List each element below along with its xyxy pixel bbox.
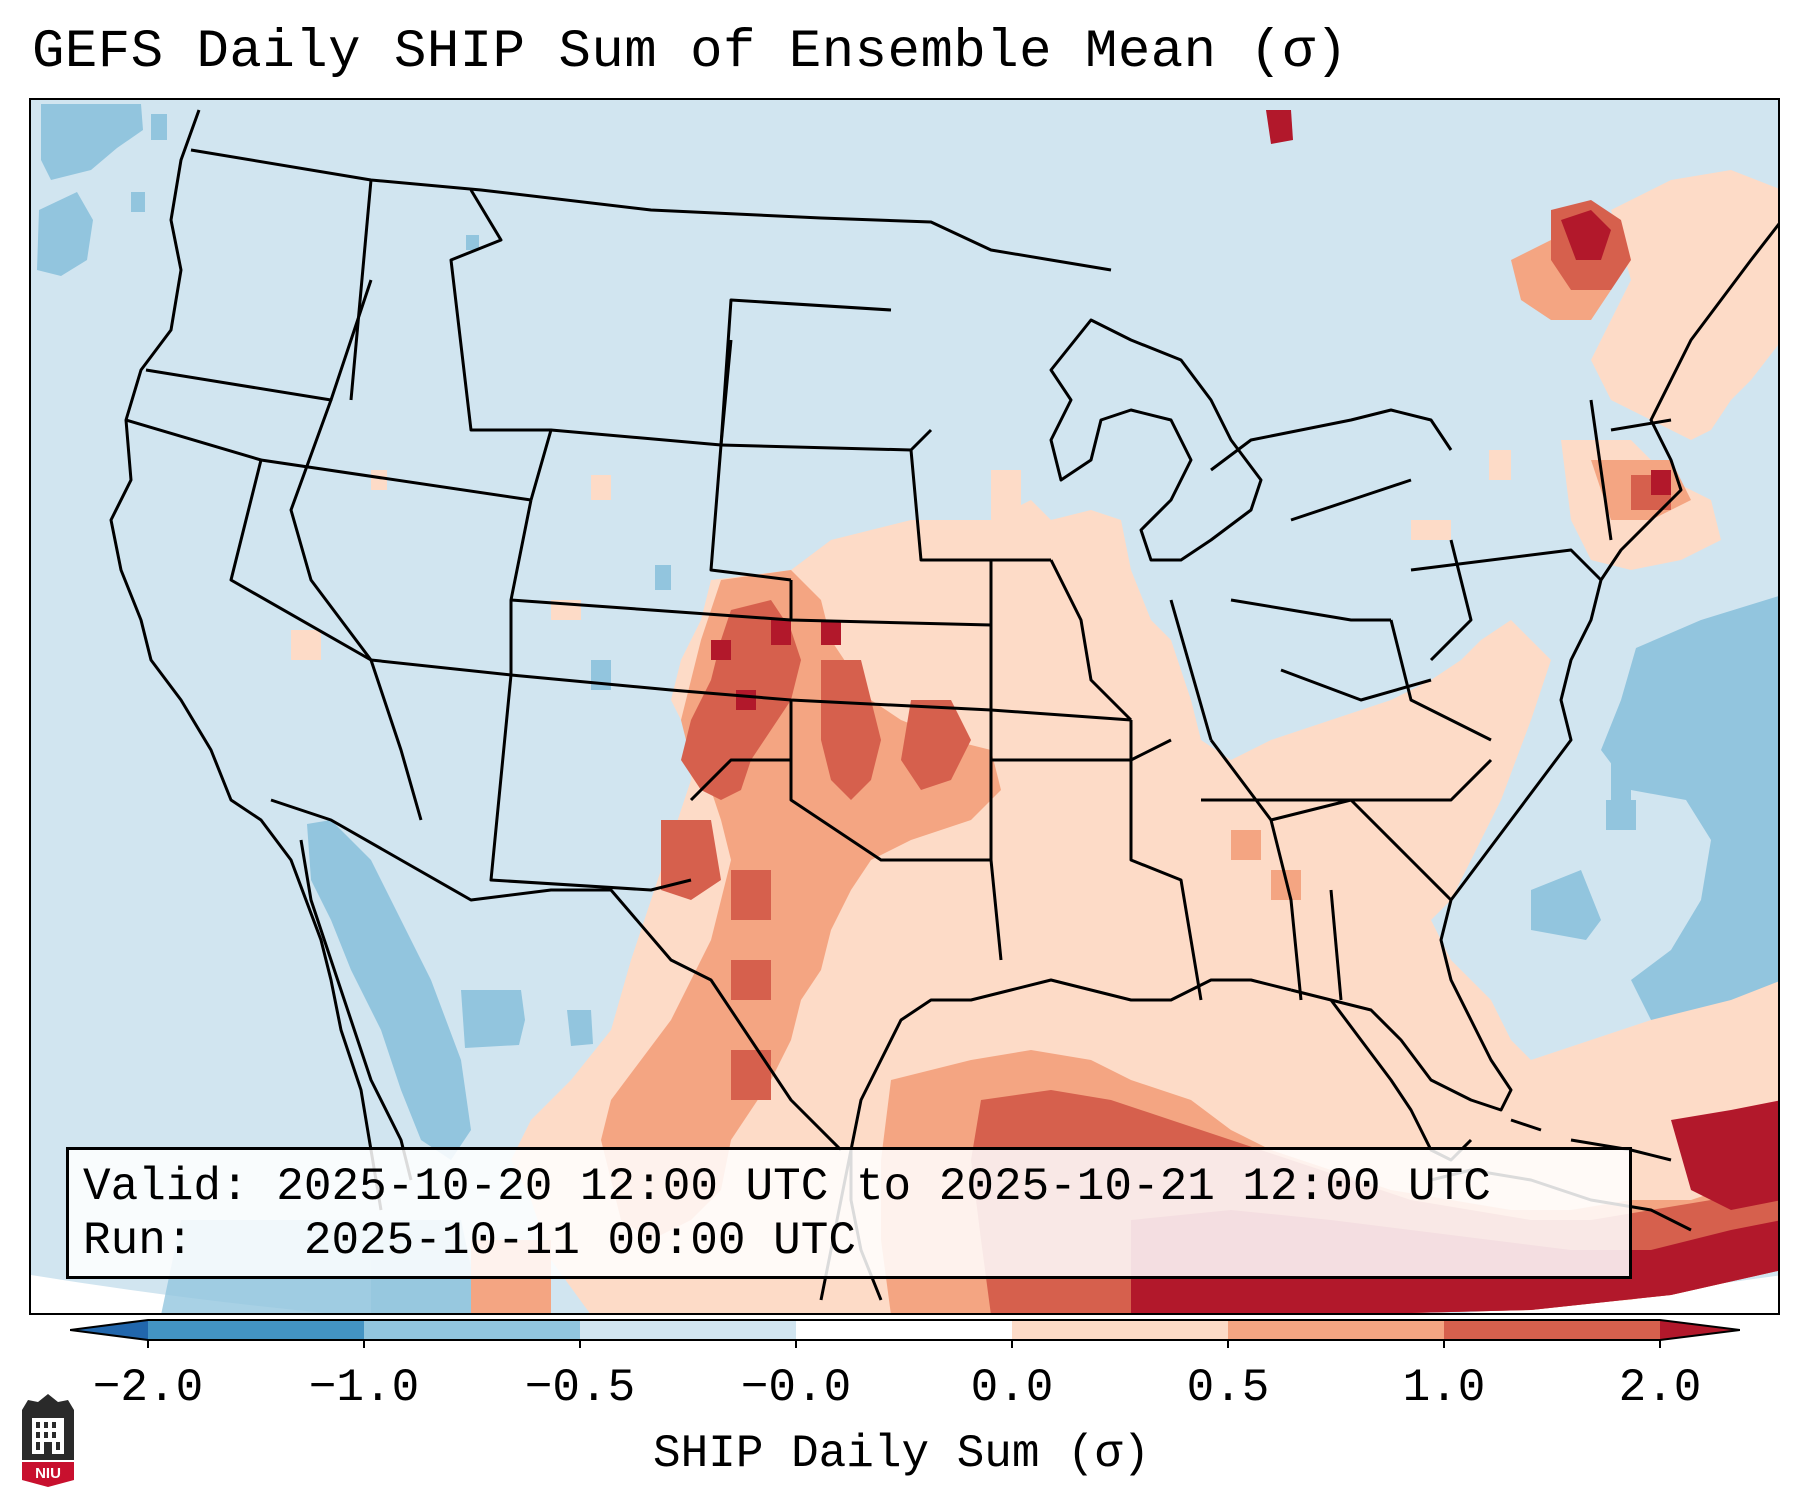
colorbar-tick-label: −0.5	[524, 1362, 636, 1414]
colorbar-bin-6	[1228, 1320, 1444, 1340]
colorbar-tick-label: 0.5	[1186, 1362, 1270, 1414]
colorbar-bin-5	[1012, 1320, 1228, 1340]
colorbar-extend-high	[1660, 1320, 1740, 1340]
colorbar-bin-1	[148, 1320, 364, 1340]
state-borders	[125, 179, 1672, 1001]
colorbar-svg	[69, 1319, 1741, 1348]
coastlines-and-borders	[109, 109, 1778, 1301]
colorbar-bin-7	[1444, 1320, 1660, 1340]
colorbar-bin-3	[580, 1320, 796, 1340]
colorbar-bin-4	[796, 1320, 1012, 1340]
valid-label: Valid:	[83, 1161, 249, 1213]
run-label: Run:	[83, 1215, 194, 1267]
university-seal-icon: NIU	[18, 1392, 78, 1488]
valid-value: 2025-10-20 12:00 UTC to 2025-10-21 12:00…	[276, 1161, 1491, 1213]
colorbar-label: SHIP Daily Sum (σ)	[653, 1428, 1150, 1480]
logo-text: NIU	[35, 1465, 61, 1482]
colorbar-tick-label: −0.0	[740, 1362, 852, 1414]
colorbar-bin-2	[364, 1320, 580, 1340]
colorbar-tick-label: −1.0	[308, 1362, 420, 1414]
colorbar-tick-label: −2.0	[92, 1362, 204, 1414]
colorbar	[69, 1318, 1741, 1366]
colorbar-tick-label: 2.0	[1618, 1362, 1702, 1414]
map-panel	[29, 98, 1780, 1315]
chart-title: GEFS Daily SHIP Sum of Ensemble Mean (σ)	[32, 22, 1349, 83]
valid-time-box: Valid: 2025-10-20 12:00 UTC to 2025-10-2…	[66, 1147, 1632, 1279]
colorbar-tick-label: 1.0	[1402, 1362, 1486, 1414]
map-field-svg	[31, 100, 1778, 1313]
run-value: 2025-10-11 00:00 UTC	[303, 1215, 856, 1267]
colorbar-tick-label: 0.0	[970, 1362, 1054, 1414]
colorbar-extend-low	[70, 1320, 148, 1340]
